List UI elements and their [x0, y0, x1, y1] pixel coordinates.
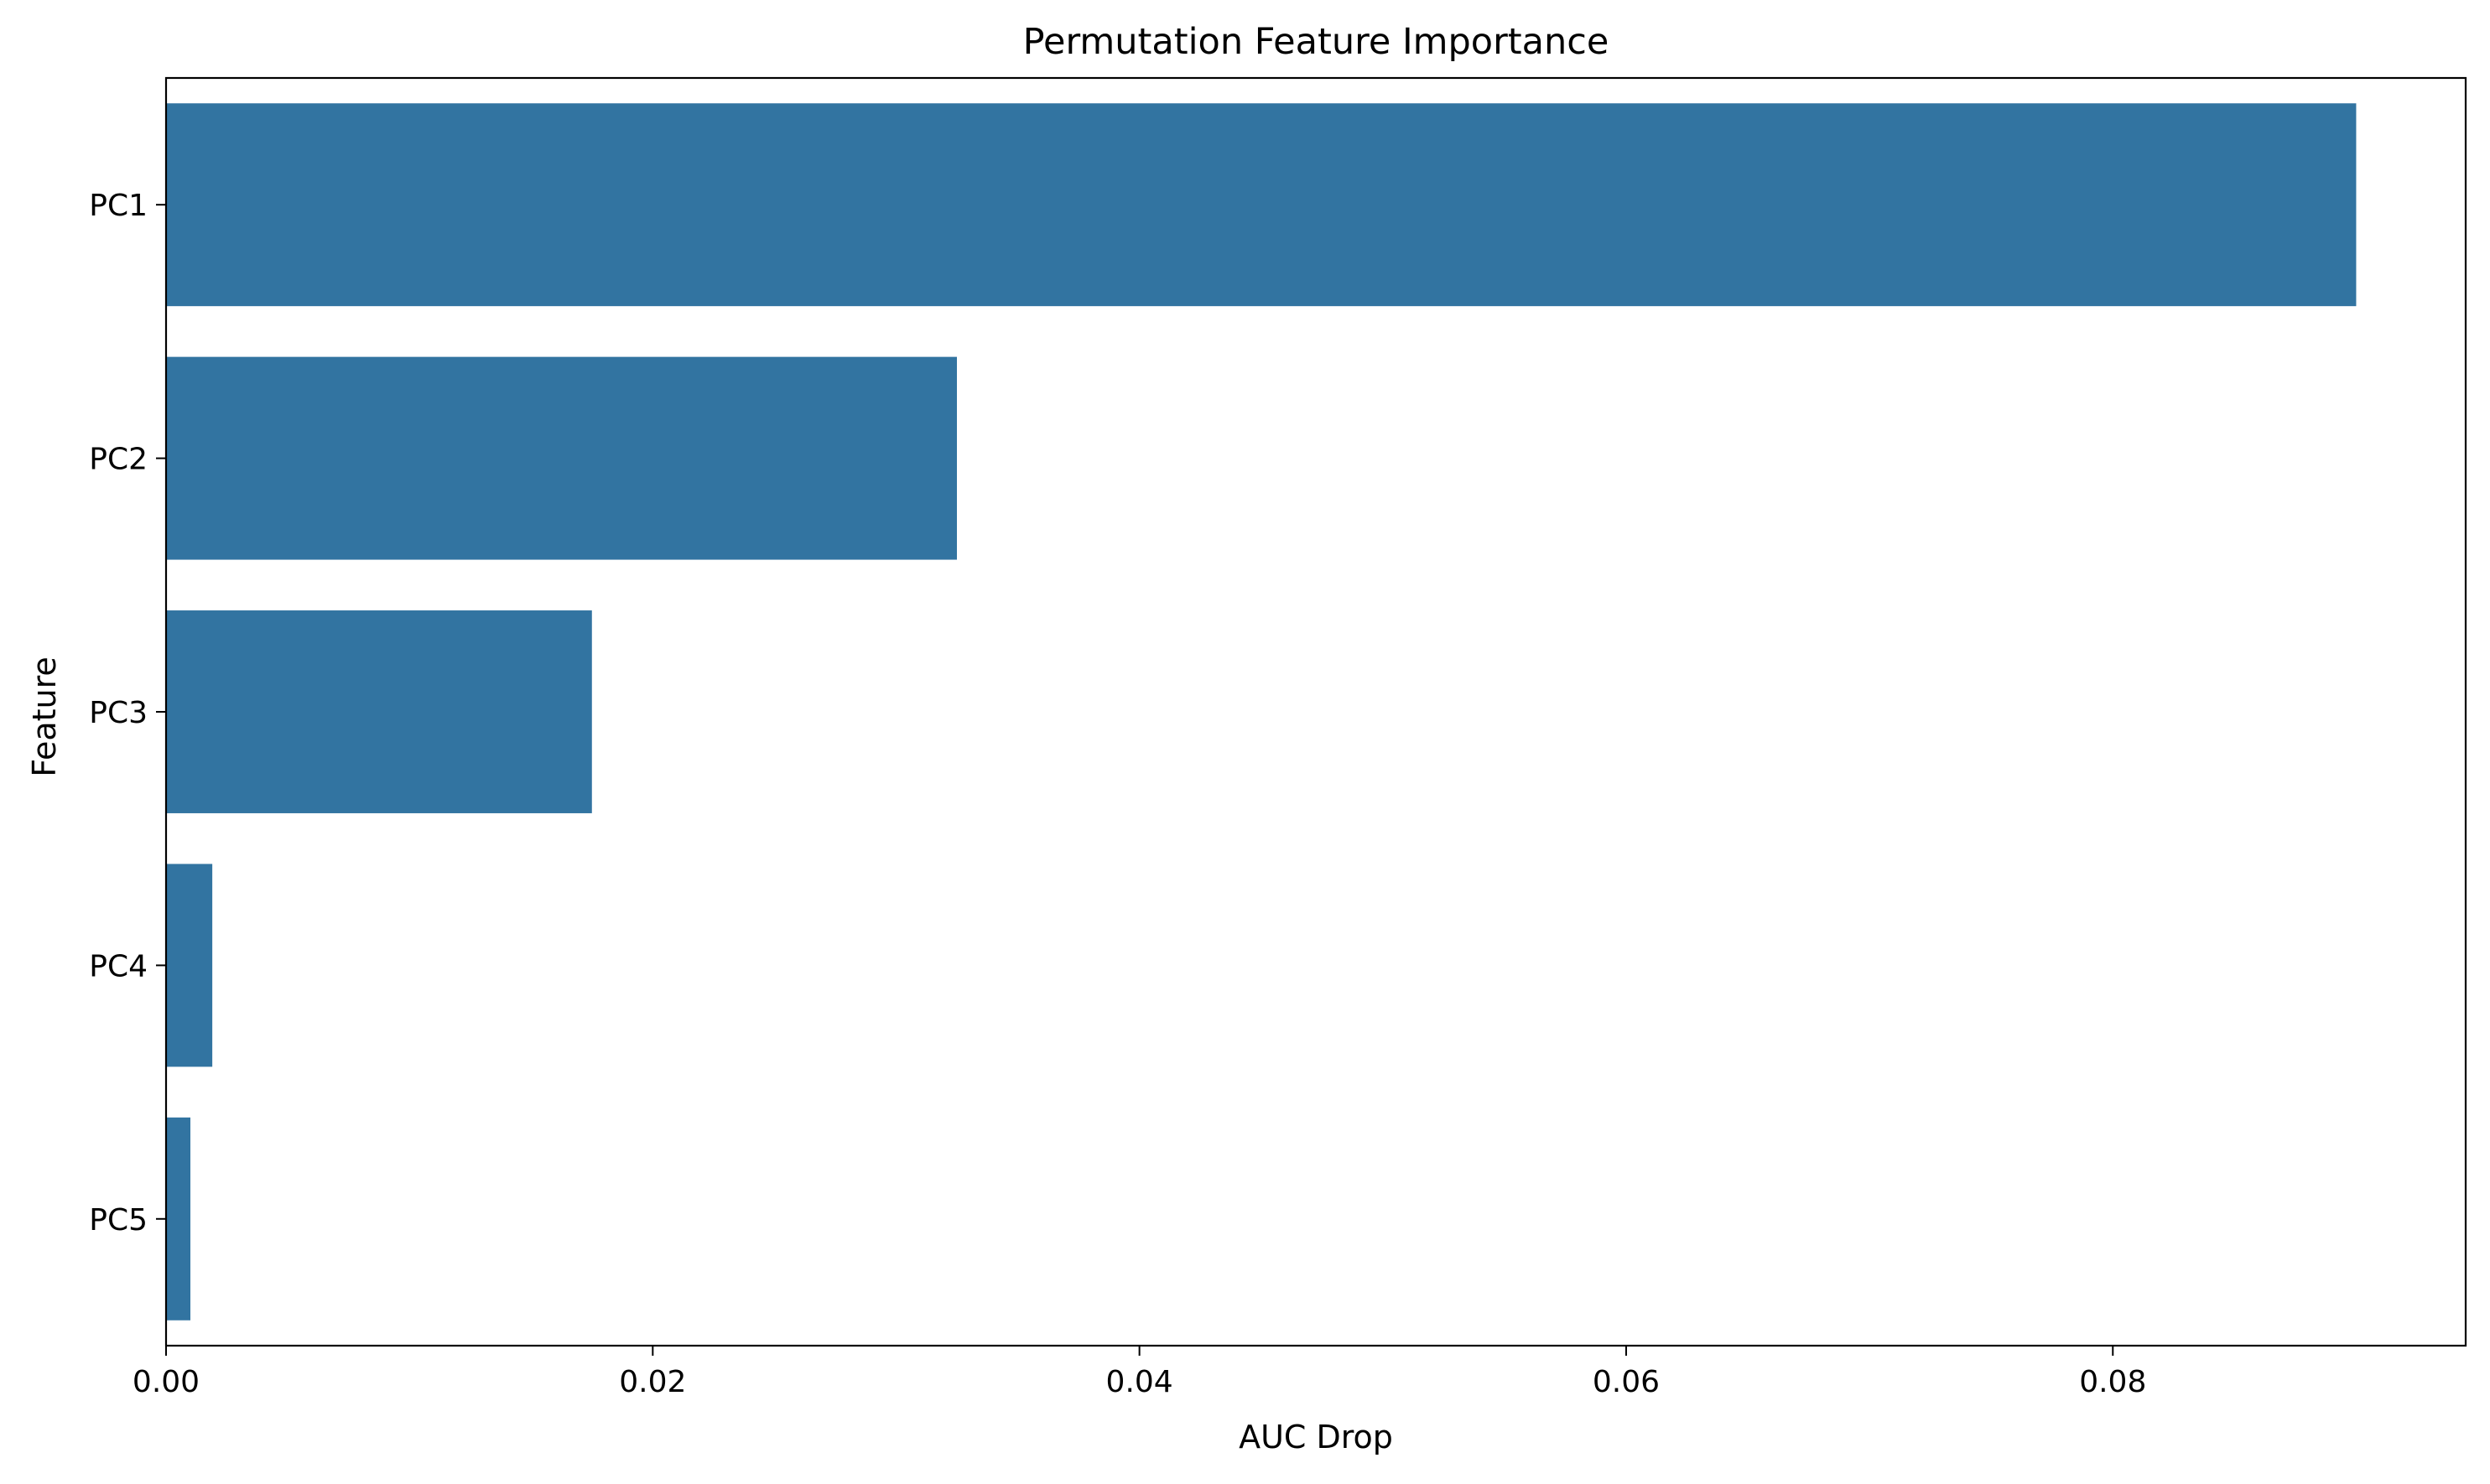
x-tick-label-3: 0.06	[1593, 1365, 1660, 1399]
x-tick-label-4: 0.08	[2079, 1365, 2146, 1399]
x-tick-label-2: 0.04	[1106, 1365, 1173, 1399]
bars-layer	[166, 103, 2357, 1321]
y-tick-label-pc1: PC1	[89, 189, 148, 223]
chart-title: Permutation Feature Importance	[1023, 21, 1609, 63]
bar-pc5	[166, 1117, 191, 1321]
y-tick-label-pc4: PC4	[89, 949, 148, 983]
y-tick-label-pc3: PC3	[89, 696, 148, 730]
x-tick-label-1: 0.02	[619, 1365, 686, 1399]
x-tick-label-0: 0.00	[133, 1365, 200, 1399]
bar-pc2	[166, 356, 958, 560]
bar-pc4	[166, 864, 213, 1067]
y-tick-label-pc5: PC5	[89, 1203, 148, 1238]
bar-pc3	[166, 610, 592, 813]
y-tick-label-pc2: PC2	[89, 443, 148, 477]
axes-layer: PC1 PC2 PC3 PC4 PC5 0.00 0.02 0.04 0.06 0.08	[89, 76, 2467, 1399]
plot-frame	[164, 76, 2467, 1347]
x-axis-label: AUC Drop	[1239, 1419, 1393, 1455]
y-axis-label: Feature	[26, 656, 63, 777]
bar-pc1	[166, 103, 2357, 307]
